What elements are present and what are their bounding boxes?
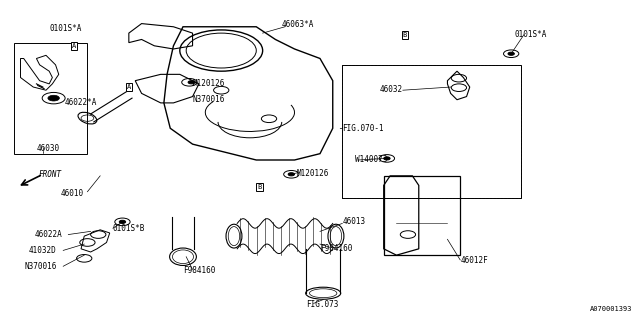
Text: B: B — [257, 184, 262, 190]
Text: F984160: F984160 — [183, 266, 216, 275]
Circle shape — [119, 220, 125, 223]
Text: 0101S*A: 0101S*A — [49, 24, 81, 33]
Text: FIG.073: FIG.073 — [306, 300, 339, 309]
Bar — [342, 65, 521, 198]
Text: 46012F: 46012F — [460, 256, 488, 265]
Text: M120126: M120126 — [296, 169, 329, 178]
Bar — [14, 43, 88, 154]
Text: 46030: 46030 — [36, 144, 60, 153]
Circle shape — [508, 52, 515, 55]
Text: A070001393: A070001393 — [589, 306, 632, 312]
Text: M120126: M120126 — [193, 79, 225, 88]
Text: 46010: 46010 — [61, 189, 84, 198]
Text: 41032D: 41032D — [29, 246, 57, 255]
Circle shape — [188, 81, 195, 84]
Bar — [384, 176, 460, 255]
Text: 0101S*B: 0101S*B — [113, 224, 145, 233]
Text: 46022*A: 46022*A — [65, 99, 97, 108]
Text: W140073: W140073 — [355, 155, 387, 164]
Text: FRONT: FRONT — [38, 170, 61, 179]
Text: 46013: 46013 — [342, 217, 365, 226]
Text: B: B — [403, 32, 407, 38]
Text: N370016: N370016 — [193, 95, 225, 104]
Text: 46063*A: 46063*A — [282, 20, 314, 29]
Text: F984160: F984160 — [320, 244, 353, 253]
Text: 46022A: 46022A — [34, 230, 62, 239]
Text: 46032: 46032 — [380, 85, 403, 94]
Text: A: A — [127, 84, 131, 90]
Circle shape — [384, 157, 390, 160]
Text: 0101S*A: 0101S*A — [515, 30, 547, 39]
Circle shape — [288, 173, 294, 176]
Text: N370016: N370016 — [24, 262, 57, 271]
Circle shape — [48, 95, 60, 101]
Text: FIG.070-1: FIG.070-1 — [342, 124, 384, 133]
Text: A: A — [72, 44, 76, 49]
Bar — [342, 65, 521, 198]
